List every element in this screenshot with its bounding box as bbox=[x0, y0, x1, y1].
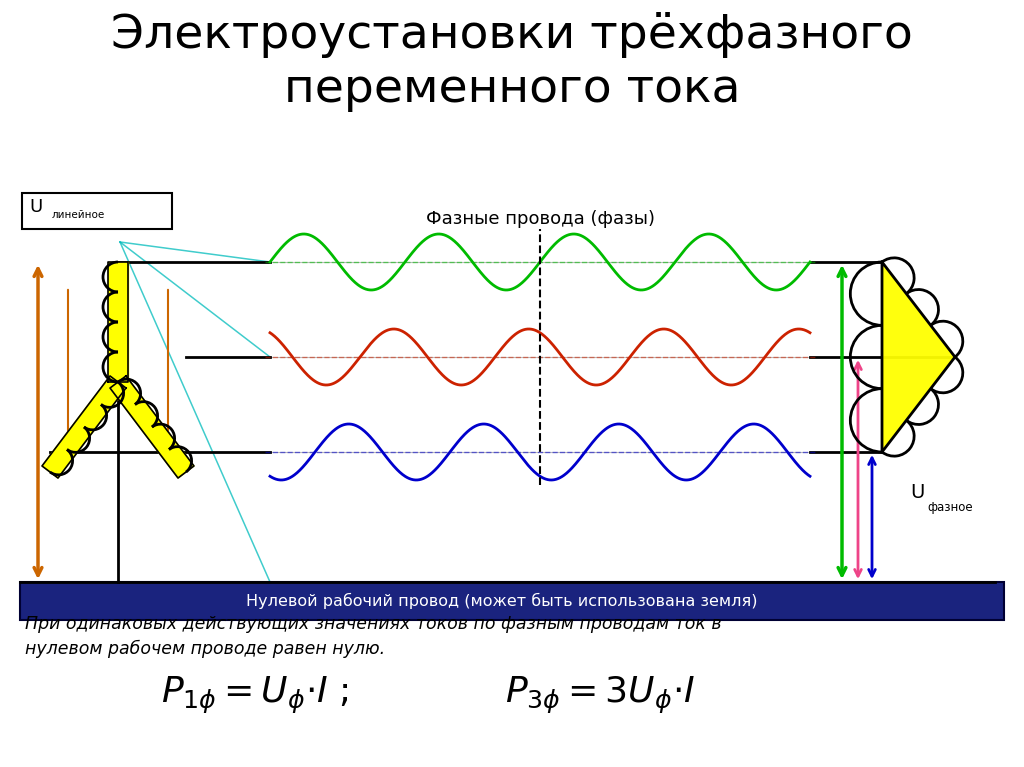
Text: Электроустановки трёхфазного: Электроустановки трёхфазного bbox=[112, 12, 912, 58]
Text: фазное: фазное bbox=[927, 501, 973, 513]
Polygon shape bbox=[882, 262, 955, 452]
Text: переменного тока: переменного тока bbox=[284, 67, 740, 112]
Polygon shape bbox=[108, 262, 128, 382]
Bar bbox=[22, 193, 172, 229]
Text: $\mathit{P}_{3\phi}\mathit{= 3U_{\phi}{\cdot}I}$: $\mathit{P}_{3\phi}\mathit{= 3U_{\phi}{\… bbox=[505, 674, 695, 716]
Text: линейное: линейное bbox=[52, 210, 105, 220]
Text: U: U bbox=[29, 198, 42, 216]
Text: Нулевой рабочий провод (может быть использована земля): Нулевой рабочий провод (может быть испол… bbox=[246, 593, 758, 609]
Text: нулевом рабочем проводе равен нулю.: нулевом рабочем проводе равен нулю. bbox=[25, 640, 385, 658]
Text: U: U bbox=[910, 482, 925, 502]
Text: При одинаковых действующих значениях токов по фазным проводам ток в: При одинаковых действующих значениях ток… bbox=[25, 615, 722, 633]
Text: $\mathit{P}_{1\phi}\mathit{=U_{\phi}{\cdot}I}$ ;: $\mathit{P}_{1\phi}\mathit{=U_{\phi}{\cd… bbox=[161, 674, 349, 716]
Polygon shape bbox=[42, 376, 126, 478]
Polygon shape bbox=[110, 376, 194, 478]
Bar bbox=[20, 582, 1004, 620]
Text: Фазные провода (фазы): Фазные провода (фазы) bbox=[426, 210, 654, 228]
